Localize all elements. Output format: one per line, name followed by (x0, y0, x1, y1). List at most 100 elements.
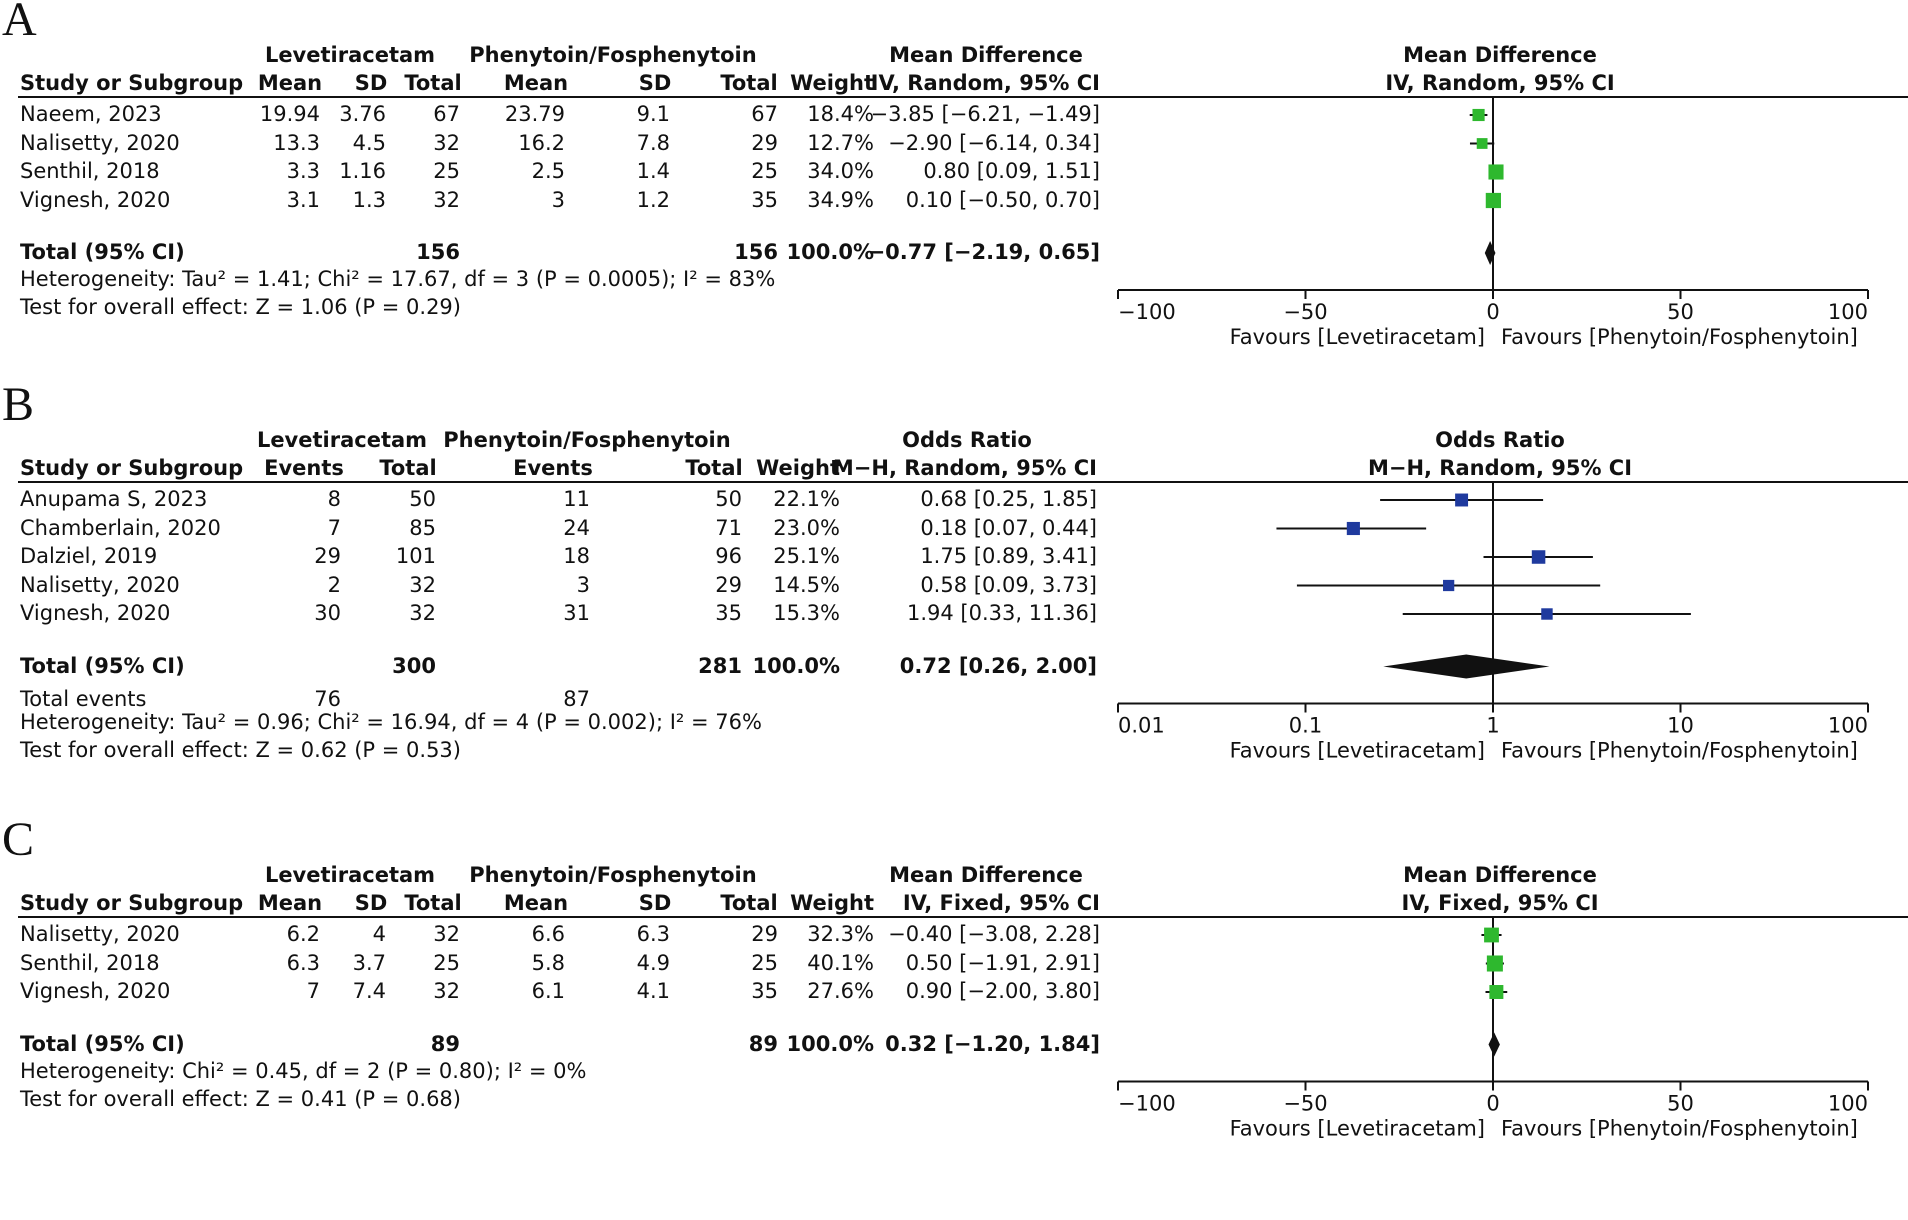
pooled-diamond (1484, 241, 1496, 265)
plot-measure-title: Mean Difference (1403, 43, 1597, 67)
plot-measure-method: M−H, Random, 95% CI (1367, 456, 1633, 480)
study-estimate: 0.68 [0.25, 1.85] (920, 487, 1097, 511)
group2-value: 5.8 (531, 950, 565, 975)
group2-value: 16.2 (518, 130, 565, 155)
pooled-diamond (1488, 1032, 1500, 1057)
study-estimate: −2.90 [−6.14, 0.34] (888, 130, 1100, 155)
total-group1: 300 (392, 653, 436, 678)
x-tick-label: 0.1 (1289, 714, 1322, 738)
group1-value: 85 (409, 515, 436, 540)
overall-effect-text: Test for overall effect: Z = 0.62 (P = 0… (20, 737, 461, 762)
group2-value: 11 (563, 487, 590, 511)
total-estimate: 0.72 [0.26, 2.00] (899, 653, 1097, 678)
study-marker (1486, 955, 1503, 972)
x-tick-label: −100 (1118, 300, 1176, 324)
group1-header: Levetiracetam (264, 863, 436, 887)
plot-measure-title: Mean Difference (1403, 863, 1597, 887)
group2-value: 29 (751, 922, 778, 946)
plot-measure-method: IV, Fixed, 95% CI (1401, 891, 1599, 915)
group1-value: 32 (433, 130, 460, 155)
study-name: Vignesh, 2020 (20, 979, 171, 1003)
pooled-diamond (1383, 654, 1550, 679)
total-group1: 156 (416, 240, 460, 264)
panel-label: B (2, 378, 35, 431)
study-weight: 40.1% (807, 950, 874, 975)
group1-value: 1.3 (352, 187, 386, 212)
group2-value: 35 (751, 187, 778, 212)
study-weight: 34.0% (807, 159, 874, 183)
group1-value: 3.7 (352, 950, 386, 975)
group2-col-header: Total (720, 71, 778, 95)
header-rule (18, 916, 1908, 918)
group2-col-header: Mean (503, 891, 569, 915)
group2-value: 7.8 (636, 130, 670, 155)
total-weight: 100.0% (786, 240, 874, 264)
group1-value: 67 (433, 102, 460, 126)
study-estimate: 0.90 [−2.00, 3.80] (905, 979, 1100, 1003)
favours-left-label: Favours [Levetiracetam] (1230, 739, 1485, 763)
study-marker (1455, 493, 1469, 507)
total-label: Total (95% CI) (20, 240, 185, 264)
group2-value: 3 (576, 572, 590, 597)
measure-title: Mean Difference (889, 43, 1083, 67)
group2-header: Phenytoin/Fosphenytoin (469, 43, 757, 67)
group1-value: 3.76 (339, 102, 386, 126)
forest-plot-area: −100 −50 0 50 100 Favours [Levetiracetam] Favo… (1117, 918, 1869, 1141)
group2-value: 6.3 (636, 922, 670, 946)
total-weight: 100.0% (786, 1031, 874, 1056)
group2-col-header: Total (720, 891, 778, 915)
group1-value: 30 (314, 601, 341, 625)
group1-value: 6.2 (286, 922, 320, 946)
measure-title: Mean Difference (889, 863, 1083, 887)
study-marker (1541, 608, 1553, 620)
total-group2: 281 (698, 653, 742, 678)
measure-method: IV, Fixed, 95% CI (902, 891, 1100, 915)
group2-value: 67 (751, 102, 778, 126)
study-name: Nalisetty, 2020 (20, 572, 180, 597)
study-weight: 27.6% (807, 979, 874, 1003)
study-name: Nalisetty, 2020 (20, 130, 180, 155)
group1-col-header: Total (404, 71, 462, 95)
group1-value: 7.4 (352, 979, 386, 1003)
group2-value: 29 (751, 130, 778, 155)
study-weight: 32.3% (807, 922, 874, 946)
favours-left-label: Favours [Levetiracetam] (1230, 1117, 1485, 1141)
x-tick-label: 50 (1667, 1092, 1694, 1116)
group1-value: 32 (433, 187, 460, 212)
x-tick-label: −50 (1283, 300, 1327, 324)
group1-value: 25 (433, 950, 460, 975)
study-name: Naeem, 2023 (20, 102, 162, 126)
study-column-header: Study or Subgroup (20, 891, 244, 915)
study-marker (1531, 550, 1546, 564)
favours-right-label: Favours [Phenytoin/Fosphenytoin] (1501, 739, 1858, 763)
x-tick-label: 0 (1486, 1092, 1499, 1116)
group1-value: 25 (433, 159, 460, 183)
plot-measure-title: Odds Ratio (1435, 428, 1565, 452)
group1-value: 32 (433, 979, 460, 1003)
heterogeneity-text: Heterogeneity: Chi² = 0.45, df = 2 (P = … (20, 1058, 587, 1083)
study-estimate: 0.58 [0.09, 3.73] (920, 572, 1097, 597)
group2-value: 3 (551, 187, 565, 212)
study-name: Senthil, 2018 (20, 950, 160, 975)
x-tick-label: −100 (1118, 1092, 1176, 1116)
favours-left-label: Favours [Levetiracetam] (1230, 325, 1485, 349)
study-weight: 12.7% (807, 130, 874, 155)
group1-header: Levetiracetam (264, 43, 436, 67)
study-estimate: 1.75 [0.89, 3.41] (920, 544, 1097, 568)
group1-value: 3.3 (286, 159, 320, 183)
study-estimate: 0.80 [0.09, 1.51] (923, 159, 1100, 183)
group1-value: 13.3 (273, 130, 320, 155)
weight-column-header: Weight (790, 891, 874, 915)
study-marker (1485, 192, 1501, 209)
group2-value: 1.4 (636, 159, 670, 183)
total-group2: 89 (748, 1031, 778, 1056)
weight-column-header: Weight (790, 71, 874, 95)
group2-value: 6.1 (531, 979, 565, 1003)
measure-title: Odds Ratio (902, 428, 1032, 452)
total-events-group2: 87 (563, 686, 590, 711)
group1-col-header: Total (379, 456, 437, 480)
study-weight: 18.4% (807, 102, 874, 126)
x-tick-label: 50 (1667, 300, 1694, 324)
group2-value: 31 (563, 601, 590, 625)
group1-value: 6.3 (286, 950, 320, 975)
